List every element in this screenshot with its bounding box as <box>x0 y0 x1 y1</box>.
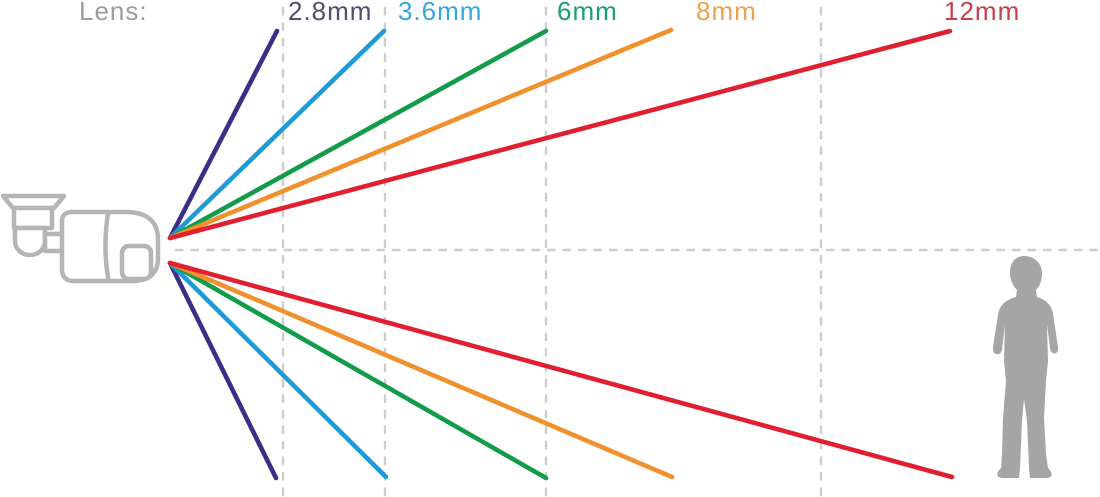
distance-guides <box>174 6 1100 497</box>
lens-label-3-6mm: 3.6mm <box>398 0 483 26</box>
fov-lines <box>167 27 955 481</box>
lens-label-2-8mm: 2.8mm <box>288 0 373 26</box>
fov-line-lower <box>167 260 955 480</box>
fov-line-upper <box>167 27 674 241</box>
person-shape <box>992 256 1059 478</box>
fov-line-lower <box>167 260 389 480</box>
security-camera-icon <box>0 193 161 284</box>
lens-label-12mm: 12mm <box>944 0 1021 26</box>
fov-line-lower <box>167 260 279 481</box>
fov-line-upper <box>167 28 387 241</box>
fov-line-upper <box>167 28 953 241</box>
legend-label: Lens: <box>79 0 148 26</box>
fov-line-upper <box>167 28 280 241</box>
camera-mount-dome <box>12 225 48 258</box>
camera-body-seam <box>103 210 111 283</box>
lens-label-6mm: 6mm <box>557 0 618 26</box>
fov-line-lower <box>167 260 549 481</box>
fov-line-upper <box>167 28 549 241</box>
camera-mount-block <box>11 205 55 231</box>
lens-label-8mm: 8mm <box>696 0 757 26</box>
fov-line-lower <box>167 260 675 480</box>
person-silhouette <box>992 256 1059 478</box>
camera-lens <box>119 243 154 282</box>
